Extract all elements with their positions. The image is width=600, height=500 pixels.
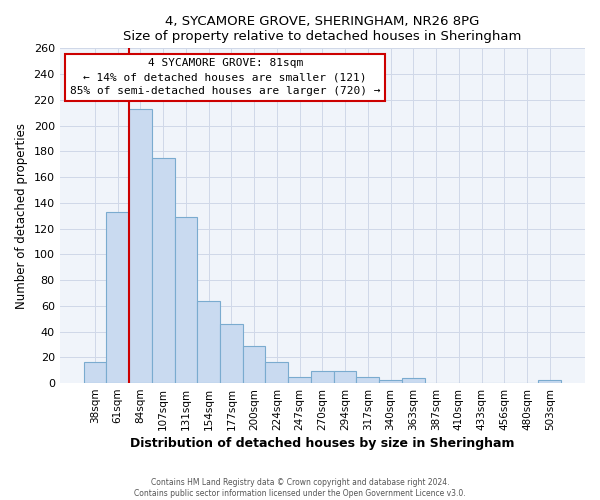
Bar <box>152 158 175 383</box>
Bar <box>220 324 243 383</box>
Bar <box>311 372 334 383</box>
Bar <box>356 376 379 383</box>
Bar <box>129 109 152 383</box>
Y-axis label: Number of detached properties: Number of detached properties <box>15 122 28 308</box>
Bar <box>402 378 425 383</box>
Text: Contains HM Land Registry data © Crown copyright and database right 2024.
Contai: Contains HM Land Registry data © Crown c… <box>134 478 466 498</box>
Bar <box>265 362 288 383</box>
Bar <box>334 372 356 383</box>
Title: 4, SYCAMORE GROVE, SHERINGHAM, NR26 8PG
Size of property relative to detached ho: 4, SYCAMORE GROVE, SHERINGHAM, NR26 8PG … <box>123 15 521 43</box>
Bar <box>175 217 197 383</box>
X-axis label: Distribution of detached houses by size in Sheringham: Distribution of detached houses by size … <box>130 437 515 450</box>
Bar <box>538 380 561 383</box>
Bar <box>288 376 311 383</box>
Bar <box>106 212 129 383</box>
Bar <box>83 362 106 383</box>
Text: 4 SYCAMORE GROVE: 81sqm
← 14% of detached houses are smaller (121)
85% of semi-d: 4 SYCAMORE GROVE: 81sqm ← 14% of detache… <box>70 58 380 96</box>
Bar <box>197 300 220 383</box>
Bar <box>379 380 402 383</box>
Bar <box>243 346 265 383</box>
